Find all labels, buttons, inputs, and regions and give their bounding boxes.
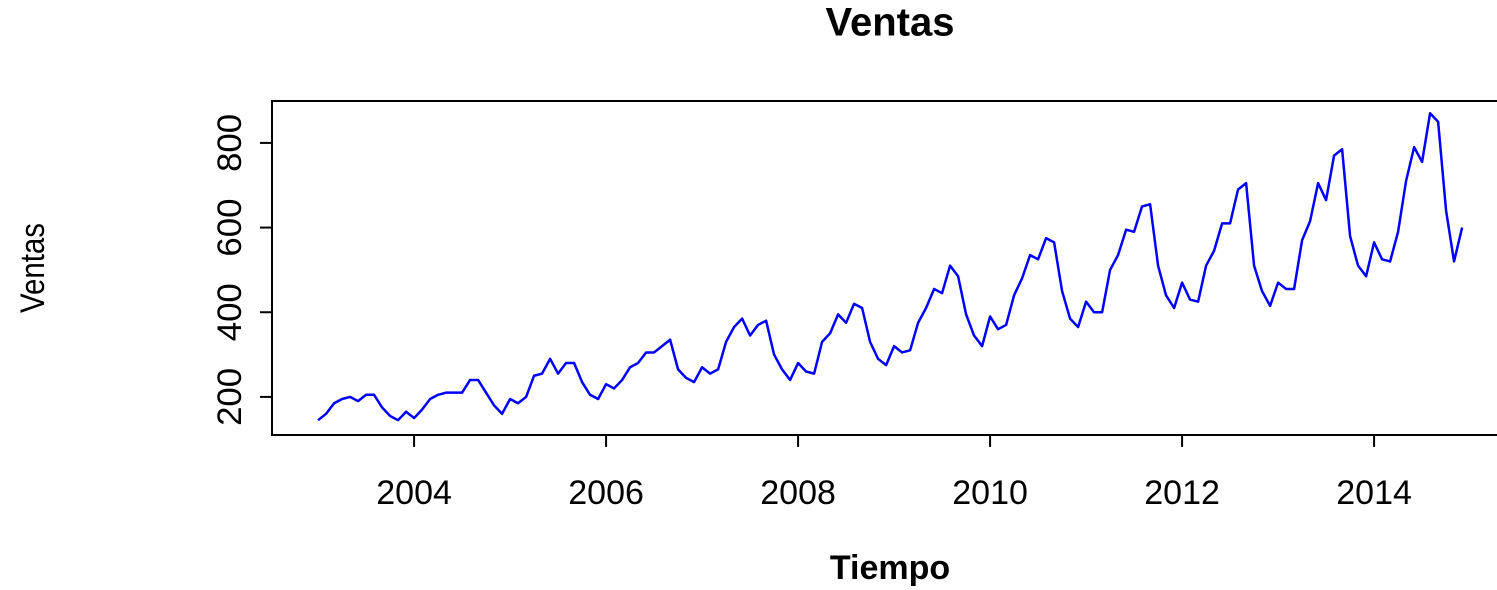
x-tick-label: 2008 [760,474,836,512]
x-tick-label: 2006 [568,474,644,512]
x-tick-label: 2012 [1144,474,1220,512]
y-axis-label: Ventas [14,223,52,313]
x-axis-label: Tiempo [830,549,950,587]
y-tick-label: 200 [211,368,249,426]
x-tick-label: 2010 [952,474,1028,512]
series-line [317,112,1464,422]
plot-frame [271,100,1497,436]
y-tick-label: 600 [211,199,249,257]
x-tick-label: 2004 [376,474,452,512]
chart-title: Ventas [826,1,955,45]
y-tick-label: 400 [211,283,249,341]
x-tick-label: 2014 [1336,474,1412,512]
y-tick-label: 800 [211,114,249,172]
